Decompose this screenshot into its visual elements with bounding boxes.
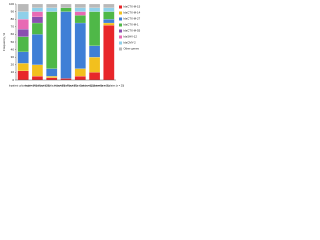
bar-segment	[31, 16, 43, 24]
bar-segment	[74, 7, 86, 12]
bar-segment	[31, 64, 43, 77]
bar-segment	[103, 11, 115, 20]
bar-segment	[31, 7, 43, 12]
x-tick-label: Hospital animals (n = 22)	[67, 85, 94, 88]
legend-swatch	[119, 41, 122, 45]
chart: Frequency, % 0 10 20 30 40 50 60 70 80 90 100 Inpat…	[2, 2, 141, 88]
bar-segment	[17, 36, 29, 52]
bar-segment	[103, 25, 115, 81]
bar-segment	[46, 7, 58, 12]
x-tick-label: Community carriers (n = 31)	[80, 85, 110, 88]
y-tick-label: 100	[9, 2, 14, 6]
y-tick-label: 10	[11, 70, 15, 74]
bar-segment	[46, 3, 58, 8]
bar-segment	[46, 68, 58, 77]
x-tick-label: Hospital staff (n = 26)	[55, 85, 78, 88]
y-tick-label: 50	[11, 40, 15, 44]
bar-segment	[74, 76, 86, 81]
y-tick-label: 70	[11, 25, 15, 29]
legend-label: blaCTX-M-27	[124, 17, 141, 21]
bar-segment	[74, 15, 86, 24]
bar-segment	[17, 29, 29, 37]
y-tick-label: 80	[11, 17, 15, 21]
y-tick-label: 60	[11, 32, 15, 36]
bar-segment	[89, 45, 101, 58]
bar-segment	[89, 72, 101, 81]
bar-segment	[60, 3, 72, 8]
x-tick-label: Surveillance isolates (n = 20)	[93, 85, 124, 88]
bar-segment	[103, 19, 115, 24]
legend-swatch	[119, 47, 122, 51]
bar-segment	[89, 7, 101, 12]
y-tick-label: 20	[11, 63, 15, 67]
bar-segment	[46, 76, 58, 78]
bar-segment	[89, 3, 101, 8]
bar-segment	[31, 34, 43, 65]
bar-segment	[17, 11, 29, 20]
legend-label: blaCMY-2	[124, 41, 137, 45]
y-tick-label: 30	[11, 55, 15, 59]
bar-segment	[89, 11, 101, 46]
bar-segment	[103, 22, 115, 26]
bar-segment	[31, 11, 43, 17]
bar-segment	[103, 7, 115, 12]
bar-segment	[60, 11, 72, 79]
bar-segment	[74, 68, 86, 77]
x-tick-label: Hospital surfaces (n = 38)	[38, 85, 66, 88]
legend-label: blaCTX-M-15	[124, 5, 141, 9]
bar-segment	[103, 3, 115, 8]
bar-segment	[17, 51, 29, 64]
x-tick-label: Inpatient stool (n = 120)	[25, 85, 50, 88]
bar-segment	[74, 11, 86, 16]
legend-swatch	[119, 23, 122, 27]
y-tick-label: 40	[11, 47, 15, 51]
y-tick-label: 0	[12, 78, 14, 82]
y-tick-label: 90	[11, 9, 15, 13]
bar-segment	[74, 3, 86, 8]
y-axis-label: Frequency, %	[2, 33, 6, 52]
bar-segment	[17, 3, 29, 12]
legend-label: blaCTX-M-14	[124, 11, 141, 15]
legend-swatch	[119, 17, 122, 21]
legend-swatch	[119, 5, 122, 9]
bar-segment	[17, 63, 29, 71]
bar-segment	[17, 19, 29, 30]
bar-segment	[74, 22, 86, 69]
legend-label: blaCTX-M-1	[124, 23, 140, 27]
bar-segment	[31, 22, 43, 35]
bar-segment	[17, 70, 29, 81]
bar-segment	[31, 76, 43, 81]
legend-swatch	[119, 11, 122, 15]
bar-segment	[31, 3, 43, 8]
bar-segment	[46, 11, 58, 69]
legend-label: blaSHV-12	[124, 35, 138, 39]
legend-label: Other genes	[124, 47, 140, 51]
legend-label: blaCTX-M-55	[124, 29, 141, 33]
bar-segment	[60, 78, 72, 81]
legend-swatch	[119, 29, 122, 33]
x-tick-label: Inpatient cultures (n = 140)	[9, 85, 38, 88]
legend-swatch	[119, 35, 122, 39]
bar-segment	[60, 7, 72, 12]
bar-segment	[89, 57, 101, 73]
bar-segment	[46, 77, 58, 81]
